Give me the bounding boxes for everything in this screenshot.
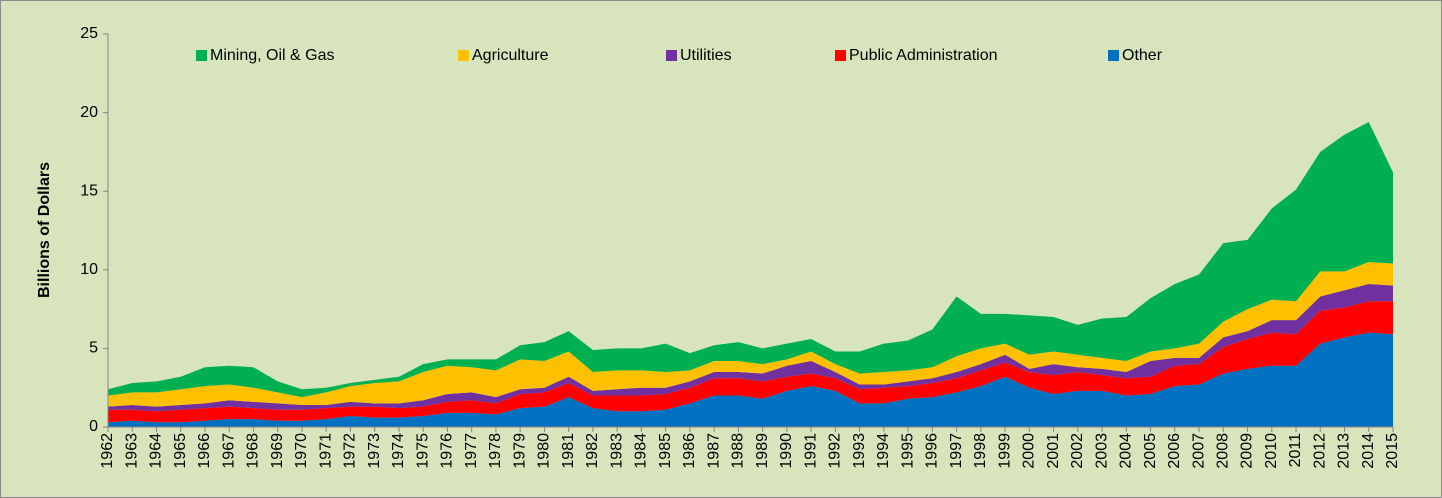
x-tick-label: 1971 — [317, 433, 334, 469]
x-tick-label: 1966 — [196, 433, 213, 469]
x-tick-label: 1962 — [99, 433, 116, 469]
x-tick-label: 2003 — [1093, 433, 1110, 469]
area — [108, 301, 1393, 423]
y-tick-label: 25 — [80, 25, 98, 42]
x-tick-label: 1990 — [778, 433, 795, 469]
x-tick-label: 1968 — [245, 433, 262, 469]
x-tick-label: 2004 — [1118, 433, 1135, 469]
x-tick-label: 1978 — [487, 433, 504, 469]
x-tick-label: 1983 — [608, 433, 625, 469]
x-tick-label: 1975 — [414, 433, 431, 469]
legend-label: Mining, Oil & Gas — [210, 47, 334, 64]
legend-label: Agriculture — [472, 47, 549, 64]
x-tick-label: 1965 — [172, 433, 189, 469]
x-tick-label: 1984 — [633, 433, 650, 469]
area — [108, 122, 1393, 398]
x-tick-label: 1963 — [123, 433, 140, 469]
area — [108, 261, 1393, 407]
x-tick-label: 1992 — [827, 433, 844, 469]
x-tick-label: 2008 — [1215, 433, 1232, 469]
x-tick-label: 2011 — [1287, 433, 1304, 468]
x-tick-label: 2013 — [1336, 433, 1353, 469]
x-tick-label: 1976 — [439, 433, 456, 469]
x-tick-label: 1993 — [851, 433, 868, 469]
x-tick-label: 1967 — [220, 433, 237, 469]
y-tick-label: 0 — [89, 418, 98, 435]
legend-label: Public Administration — [849, 47, 998, 64]
legend-label: Other — [1122, 47, 1163, 64]
x-tick-label: 2001 — [1045, 433, 1062, 469]
x-tick-label: 1981 — [560, 433, 577, 469]
legend-swatch — [196, 50, 207, 61]
x-tick-label: 2015 — [1384, 433, 1401, 469]
x-tick-label: 1982 — [584, 433, 601, 469]
x-tick-label: 1970 — [293, 433, 310, 469]
legend-swatch — [458, 50, 469, 61]
x-tick-label: 2007 — [1190, 433, 1207, 469]
y-axis-label: Billions of Dollars — [36, 162, 53, 298]
x-tick-label: 1991 — [802, 433, 819, 469]
x-tick-label: 2000 — [1021, 433, 1038, 469]
x-tick-label: 2009 — [1239, 433, 1256, 469]
x-tick-label: 2002 — [1069, 433, 1086, 469]
y-tick-label: 20 — [80, 104, 98, 121]
x-tick-label: 1986 — [681, 433, 698, 469]
x-tick-label: 1979 — [511, 433, 528, 469]
legend-label: Utilities — [680, 47, 732, 64]
x-tick-label: 1987 — [705, 433, 722, 469]
x-tick-label: 2005 — [1142, 433, 1159, 469]
x-tick-label: 1974 — [390, 433, 407, 469]
y-tick-label: 10 — [80, 261, 98, 278]
x-tick-label: 2006 — [1166, 433, 1183, 469]
x-tick-label: 1998 — [972, 433, 989, 469]
x-tick-label: 1994 — [875, 433, 892, 469]
legend-swatch — [1108, 50, 1119, 61]
x-tick-label: 1969 — [269, 433, 286, 469]
x-tick-label: 1996 — [924, 433, 941, 469]
legend-swatch — [835, 50, 846, 61]
x-tick-label: 1989 — [754, 433, 771, 469]
x-tick-label: 1964 — [148, 433, 165, 469]
x-tick-label: 1999 — [996, 433, 1013, 469]
x-tick-label: 1977 — [463, 433, 480, 469]
y-tick-label: 15 — [80, 182, 98, 199]
x-tick-label: 1995 — [899, 433, 916, 469]
x-tick-label: 1997 — [948, 433, 965, 469]
y-tick-label: 5 — [89, 340, 98, 357]
x-tick-label: 1985 — [657, 433, 674, 469]
x-tick-label: 2014 — [1360, 433, 1377, 469]
x-tick-label: 1980 — [536, 433, 553, 469]
x-tick-label: 2010 — [1263, 433, 1280, 469]
x-tick-label: 1972 — [342, 433, 359, 469]
x-tick-label: 1973 — [366, 433, 383, 469]
x-tick-label: 1988 — [730, 433, 747, 469]
x-tick-label: 2012 — [1311, 433, 1328, 469]
area — [108, 332, 1393, 427]
legend-swatch — [666, 50, 677, 61]
